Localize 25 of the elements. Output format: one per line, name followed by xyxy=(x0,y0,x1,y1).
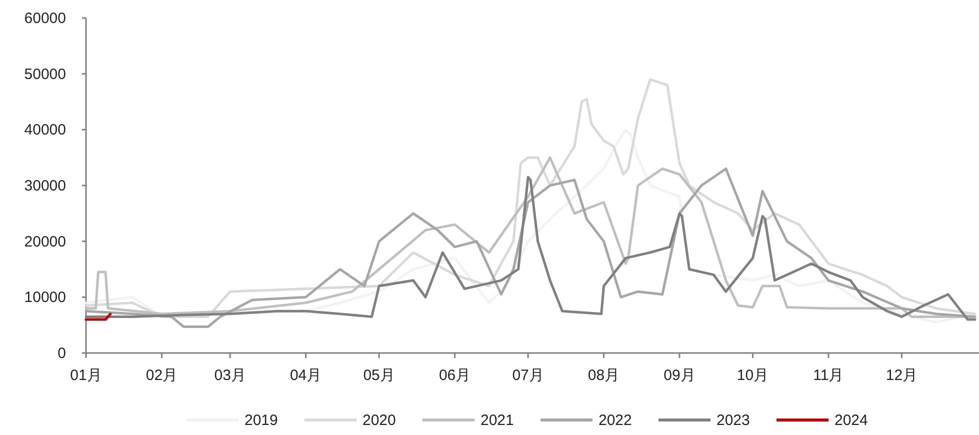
x-tick-label: 11月 xyxy=(813,367,844,384)
legend-label: 2019 xyxy=(244,412,278,429)
y-tick-label: 40000 xyxy=(24,122,66,139)
x-tick-label: 10月 xyxy=(736,367,769,384)
x-tick-label: 08月 xyxy=(588,367,620,384)
x-tick-label: 06月 xyxy=(438,367,471,384)
x-tick-label: 01月 xyxy=(70,367,102,384)
y-tick-label: 30000 xyxy=(24,178,66,194)
legend-label: 2021 xyxy=(480,412,514,429)
x-tick-label: 02月 xyxy=(146,367,178,384)
y-tick-label: 10000 xyxy=(24,289,66,306)
legend-label: 2022 xyxy=(598,412,632,429)
legend-label: 2024 xyxy=(834,412,868,429)
y-tick-label: 60000 xyxy=(24,10,66,27)
y-tick-label: 0 xyxy=(58,345,66,362)
x-tick-label: 04月 xyxy=(290,367,322,384)
x-tick-label: 09月 xyxy=(664,367,696,384)
x-tick-label: 05月 xyxy=(363,367,395,384)
x-tick-label: 12月 xyxy=(886,367,918,384)
legend-label: 2023 xyxy=(716,412,750,429)
y-tick-label: 50000 xyxy=(24,66,66,83)
legend-label: 2020 xyxy=(362,412,396,429)
x-tick-label: 03月 xyxy=(214,367,246,384)
y-tick-label: 20000 xyxy=(24,233,66,250)
x-tick-label: 07月 xyxy=(512,367,544,384)
